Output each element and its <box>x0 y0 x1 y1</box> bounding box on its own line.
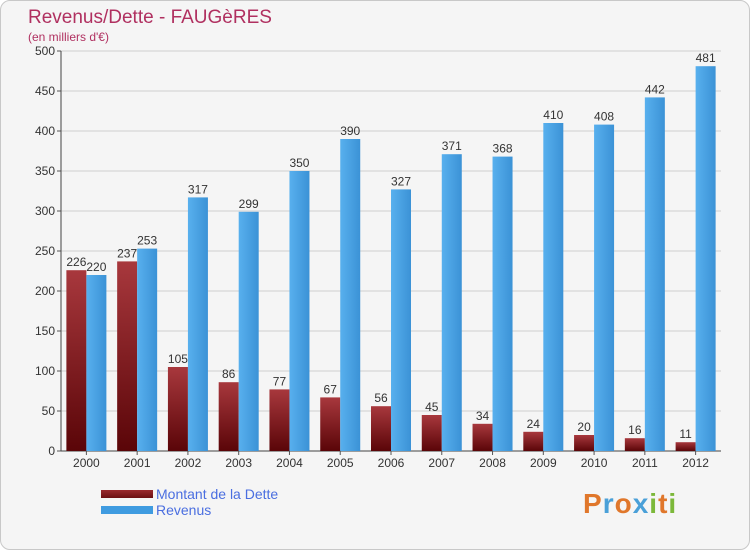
y-tick-label: 350 <box>35 164 55 178</box>
dette-value-label: 45 <box>425 400 439 414</box>
y-tick-label: 200 <box>35 284 55 298</box>
dette-bar <box>624 438 645 451</box>
revenus-value-label: 390 <box>340 124 360 138</box>
revenus-value-label: 253 <box>137 234 157 248</box>
revenus-bar <box>492 156 513 451</box>
x-tick-label: 2003 <box>225 456 252 470</box>
dette-value-label: 226 <box>66 255 86 269</box>
revenus-bar <box>695 66 716 451</box>
x-tick-label: 2002 <box>175 456 202 470</box>
dette-bar <box>421 415 442 451</box>
revenus-value-label: 317 <box>188 182 208 196</box>
revenus-bar <box>441 154 462 451</box>
logo-letter: o <box>614 488 633 519</box>
x-tick-label: 2000 <box>73 456 100 470</box>
revenus-value-label: 220 <box>86 260 106 274</box>
dette-value-label: 237 <box>117 246 137 260</box>
chart-subtitle: (en milliers d'€) <box>28 30 109 44</box>
revenus-bar <box>289 171 310 451</box>
logo-letter: t <box>658 488 669 519</box>
revenus-value-label: 442 <box>645 82 665 96</box>
revenus-bar <box>391 189 411 451</box>
y-tick-label: 50 <box>42 404 56 418</box>
revenus-value-label: 350 <box>289 156 309 170</box>
legend-label-revenus: Revenus <box>156 502 212 518</box>
dette-bar <box>167 367 188 451</box>
revenus-value-label: 299 <box>239 197 259 211</box>
dette-bar <box>218 382 239 451</box>
logo-letter: r <box>602 488 615 519</box>
dette-value-label: 67 <box>324 382 338 396</box>
x-tick-label: 2010 <box>581 456 608 470</box>
revenus-value-label: 368 <box>493 142 513 156</box>
x-tick-label: 2009 <box>530 456 557 470</box>
logo-letter: i <box>649 488 659 519</box>
y-tick-label: 300 <box>35 204 55 218</box>
revenus-value-label: 408 <box>594 110 614 124</box>
revenus-bar <box>594 124 615 451</box>
revenus-bar <box>187 197 208 451</box>
dette-bar <box>523 431 544 451</box>
revenus-value-label: 481 <box>696 51 716 65</box>
logo-letter: x <box>632 488 650 519</box>
x-tick-label: 2005 <box>327 456 354 470</box>
revenus-value-label: 327 <box>391 174 411 188</box>
logo-letter: P <box>583 488 603 519</box>
dette-bar <box>371 406 391 451</box>
logo-letter: i <box>668 488 678 519</box>
x-tick-label: 2012 <box>682 456 709 470</box>
legend-swatch-dette <box>101 490 153 498</box>
legend-swatch-revenus <box>101 506 153 514</box>
dette-value-label: 86 <box>222 367 236 381</box>
x-tick-label: 2011 <box>632 456 658 470</box>
dette-value-label: 24 <box>527 417 541 431</box>
revenus-bar <box>238 211 259 451</box>
x-tick-label: 2006 <box>378 456 405 470</box>
y-tick-label: 450 <box>35 84 55 98</box>
dette-value-label: 34 <box>476 409 490 423</box>
y-tick-label: 150 <box>35 324 55 338</box>
dette-bar <box>472 423 493 451</box>
dette-bar <box>117 261 138 451</box>
x-tick-label: 2008 <box>479 456 506 470</box>
revenus-bar <box>340 139 361 451</box>
dette-value-label: 105 <box>168 352 188 366</box>
x-tick-label: 2007 <box>428 456 455 470</box>
revenus-bar <box>137 248 158 451</box>
revenus-value-label: 371 <box>442 139 462 153</box>
dette-bar <box>574 435 595 451</box>
proxiti-logo: Proxiti <box>583 488 677 520</box>
x-tick-label: 2004 <box>276 456 303 470</box>
dette-bar <box>320 397 341 451</box>
dette-value-label: 16 <box>628 423 642 437</box>
dette-value-label: 11 <box>679 427 692 441</box>
y-tick-label: 100 <box>35 364 55 378</box>
dette-bar <box>269 389 290 451</box>
y-tick-label: 500 <box>35 44 55 58</box>
y-tick-label: 400 <box>35 124 55 138</box>
revenus-value-label: 410 <box>543 108 563 122</box>
x-tick-label: 2001 <box>124 456 151 470</box>
y-tick-label: 250 <box>35 244 55 258</box>
revenus-bar <box>644 97 665 452</box>
dette-bar <box>66 270 87 451</box>
y-tick-label: 0 <box>48 444 55 458</box>
dette-value-label: 77 <box>273 374 287 388</box>
dette-value-label: 20 <box>577 420 591 434</box>
revenus-bar <box>86 275 107 451</box>
legend-label-dette: Montant de la Dette <box>156 486 279 502</box>
revenus-bar <box>543 123 564 451</box>
dette-bar <box>675 442 696 451</box>
chart-title: Revenus/Dette - FAUGèRES <box>28 7 272 28</box>
dette-value-label: 56 <box>374 391 388 405</box>
